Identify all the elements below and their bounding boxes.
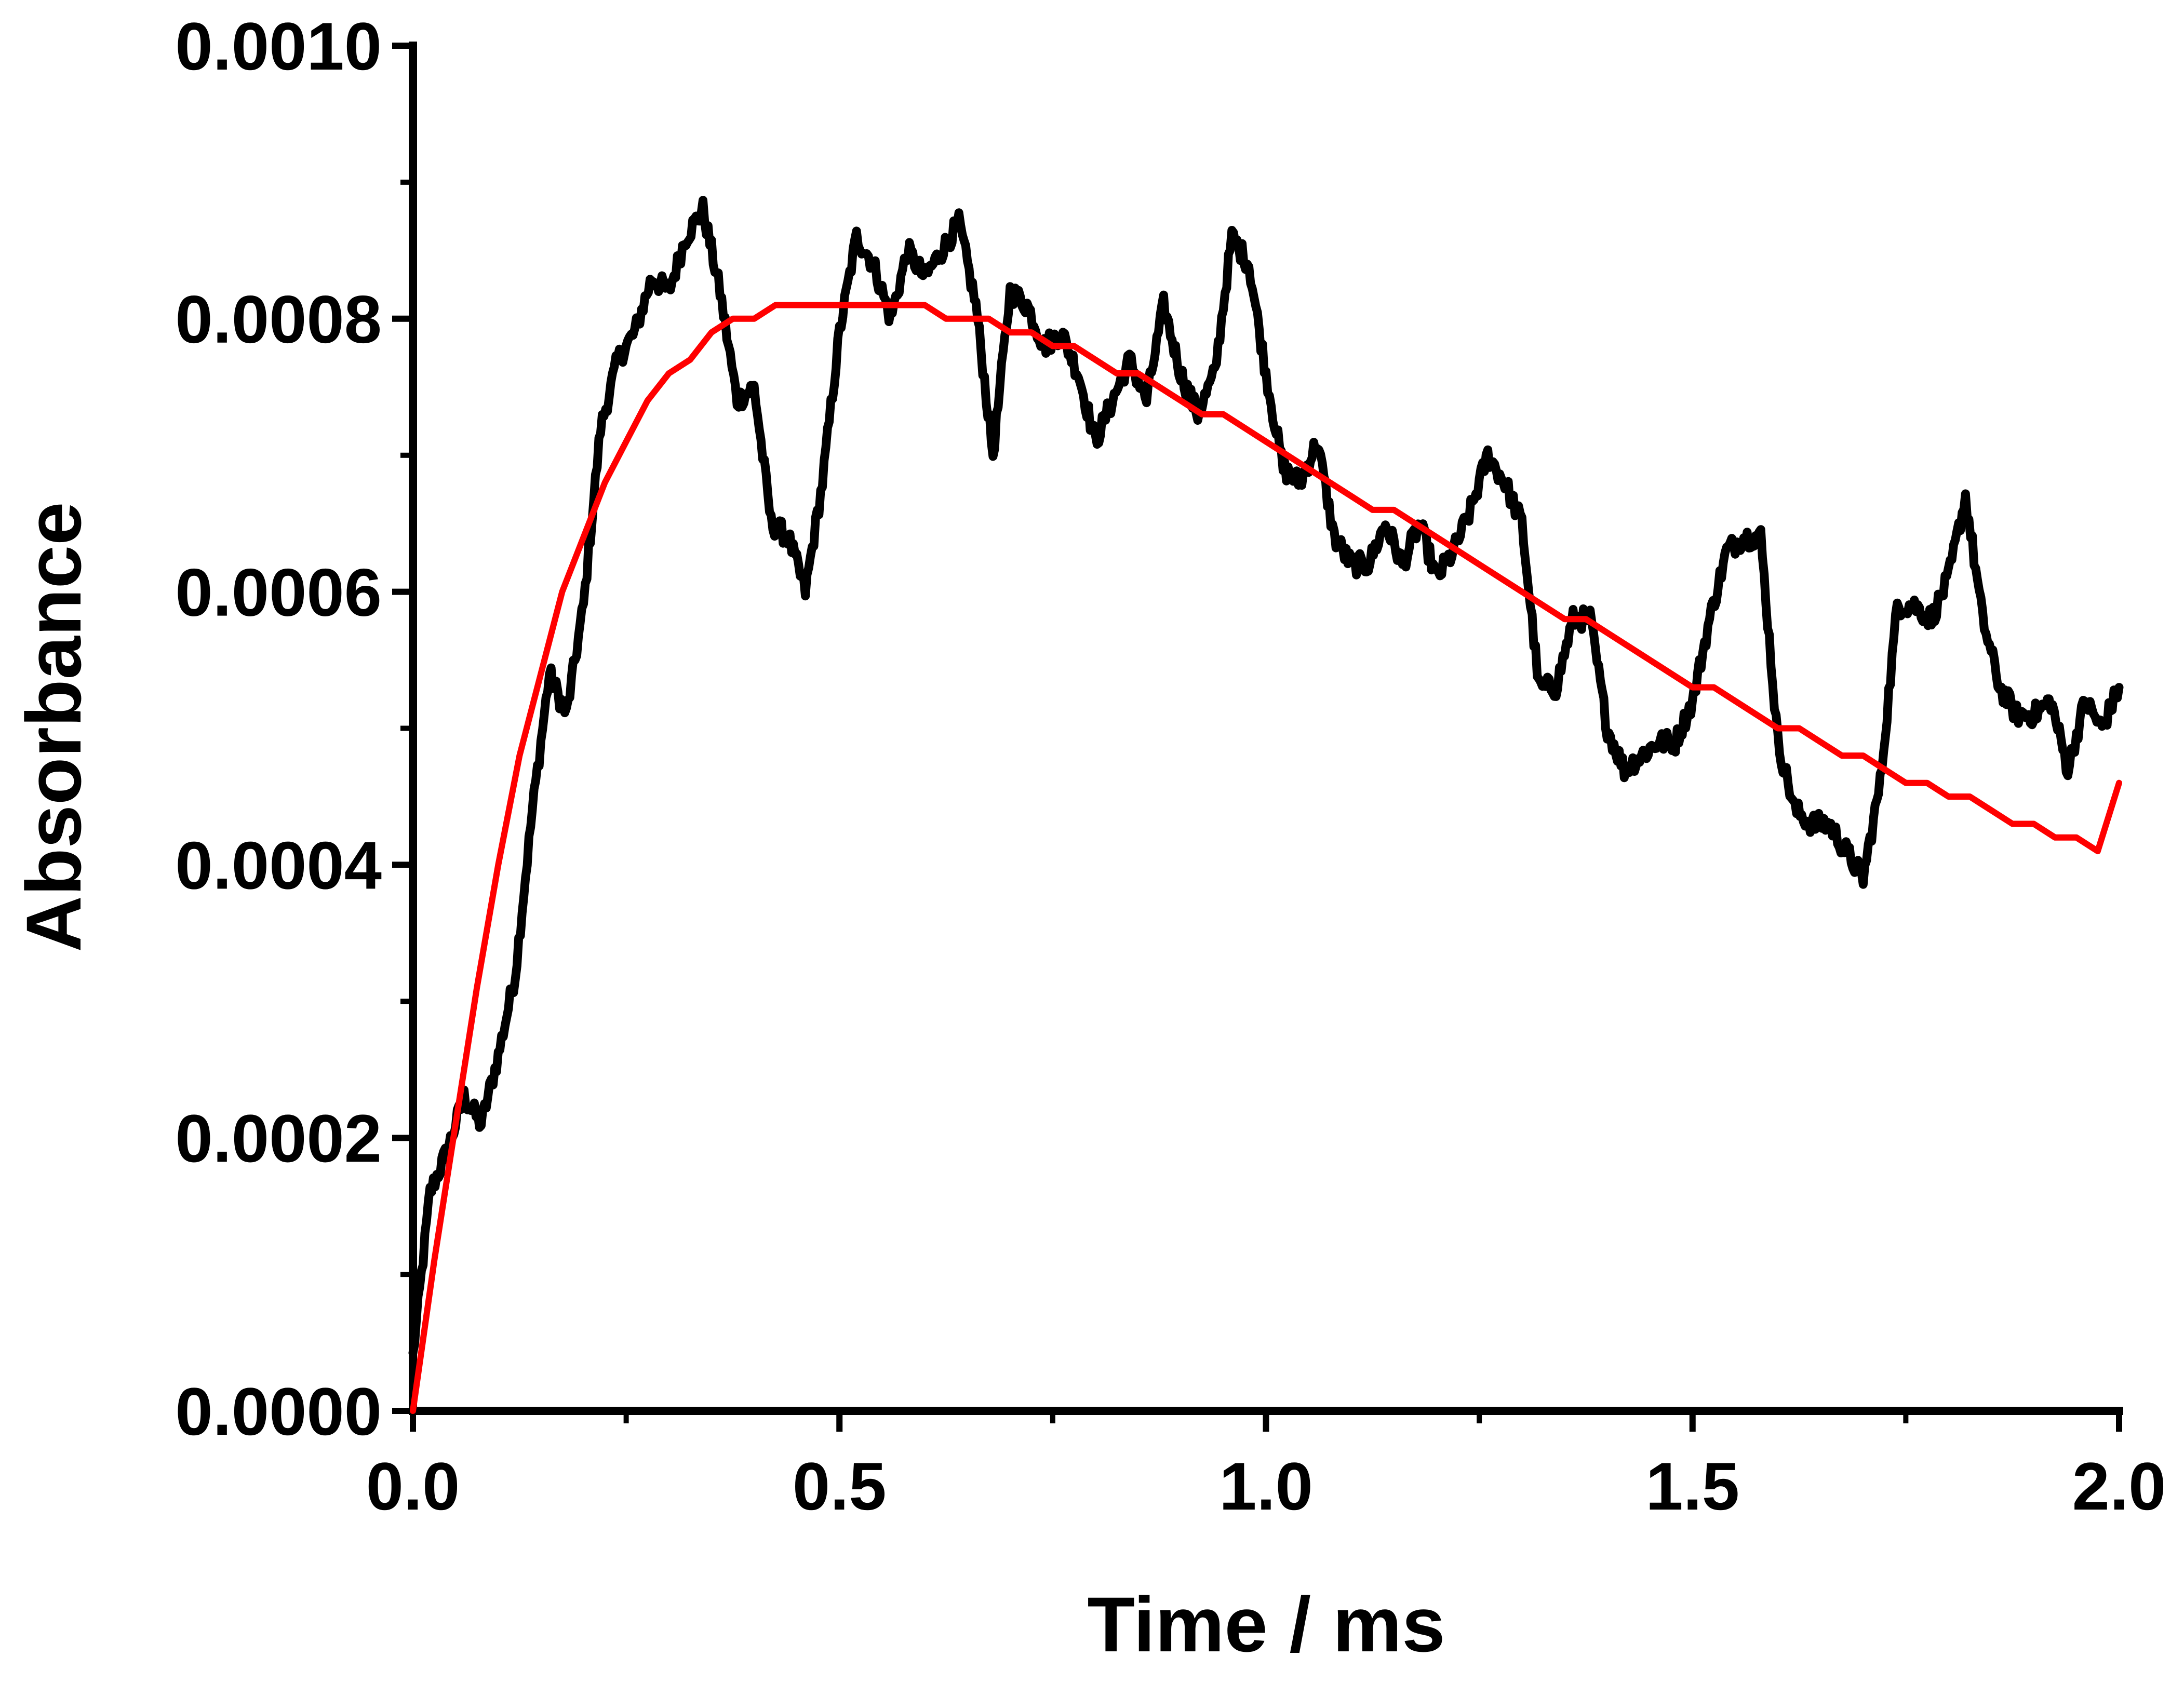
x-tick-label: 1.0 — [1219, 1448, 1313, 1524]
x-tick-label: 0.5 — [793, 1448, 887, 1524]
y-axis-label: Absorbance — [10, 502, 97, 952]
y-tick-label: 0.0002 — [175, 1100, 382, 1176]
y-tick-label: 0.0010 — [175, 8, 382, 84]
measured-trace-line — [408, 196, 2124, 1357]
x-tick-label: 2.0 — [2072, 1448, 2166, 1524]
x-tick-label: 0.0 — [366, 1448, 460, 1524]
series-layer — [408, 196, 2124, 1414]
x-tick-label: 1.5 — [1645, 1448, 1739, 1524]
y-tick-label: 0.0004 — [175, 827, 382, 903]
fit-curve-line — [410, 302, 2122, 1414]
y-tick-label: 0.0006 — [175, 555, 382, 630]
y-tick-label: 0.0008 — [175, 281, 382, 357]
y-tick-label: 0.0000 — [175, 1374, 382, 1449]
x-axis-label: Time / ms — [1087, 1581, 1445, 1668]
label-layer: Time / ms Absorbance — [10, 502, 1445, 1668]
axes-layer: 0.0 0.5 1.0 1.5 2.0 0.0000 0.0002 0.0004 0.0006 0… — [175, 8, 2166, 1524]
